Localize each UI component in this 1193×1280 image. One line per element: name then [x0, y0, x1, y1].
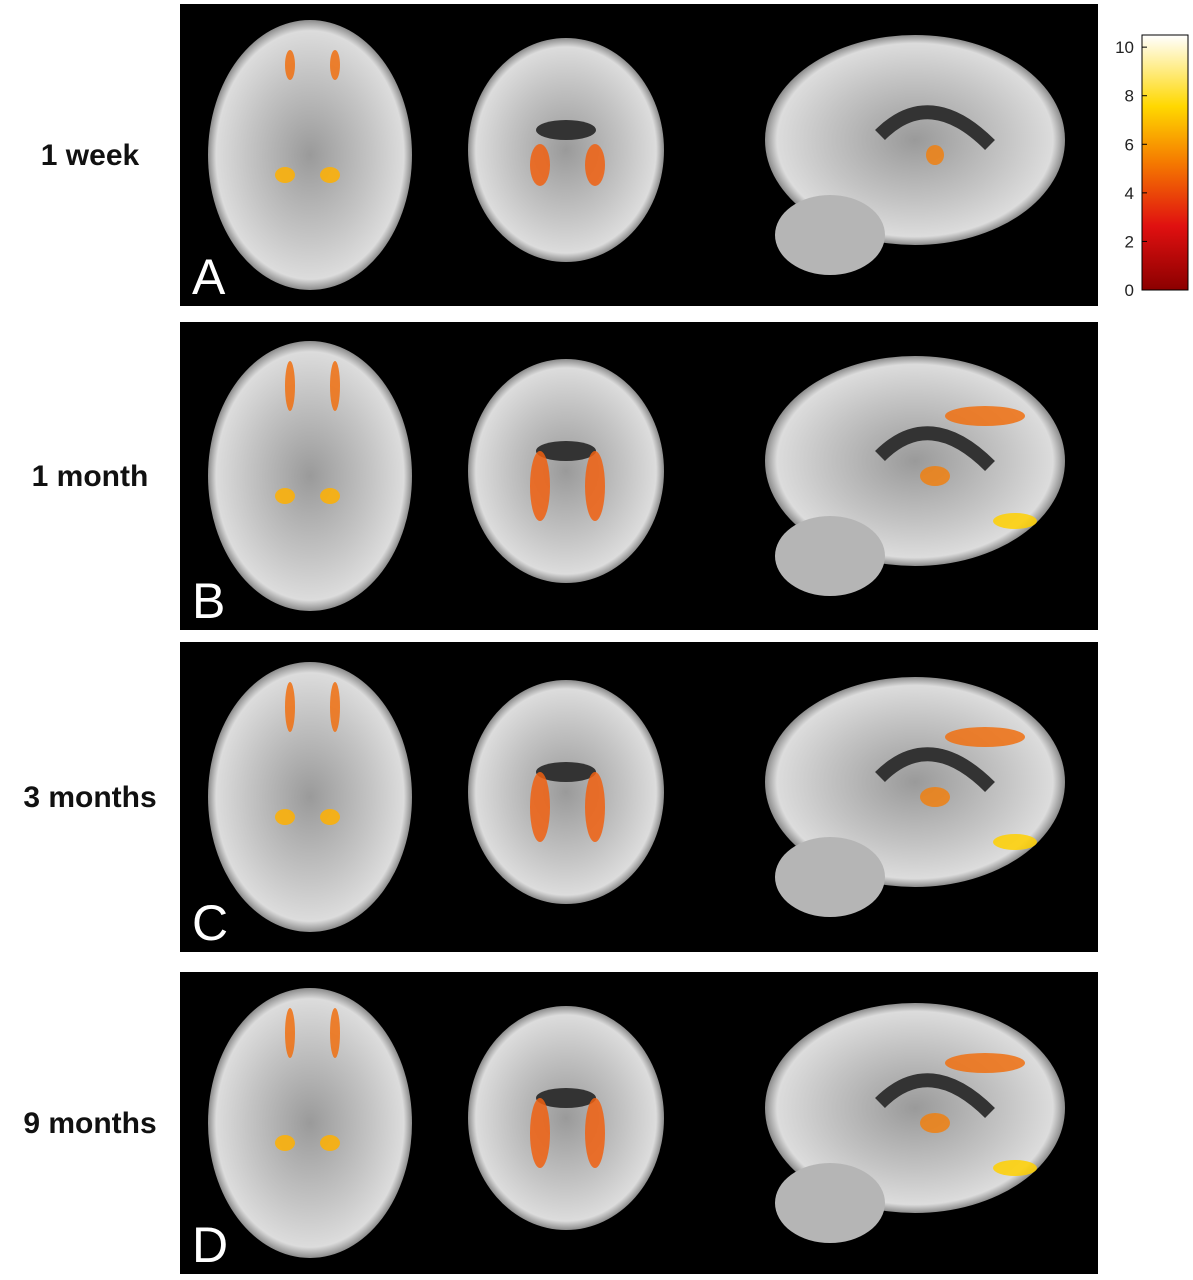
ventricle — [536, 441, 596, 461]
activation — [530, 772, 550, 842]
activation — [920, 1113, 950, 1133]
row-label: 3 months — [23, 781, 156, 814]
activation — [585, 772, 605, 842]
colorbar-tick-label: 4 — [1125, 184, 1134, 203]
panel: 1 month B — [32, 322, 1098, 630]
axial-slice — [208, 662, 412, 932]
activation — [330, 682, 340, 732]
activation — [530, 451, 550, 521]
axial-slice — [208, 20, 412, 290]
activation — [320, 1135, 340, 1151]
activation — [275, 809, 295, 825]
activation — [920, 466, 950, 486]
panel: 1 week A — [41, 4, 1098, 306]
activation — [330, 361, 340, 411]
activation — [926, 145, 944, 165]
coronal-slice — [468, 38, 664, 262]
activation — [320, 488, 340, 504]
activation — [945, 727, 1025, 747]
activation — [275, 167, 295, 183]
activation — [585, 1098, 605, 1168]
corpus-callosum — [875, 747, 995, 793]
cerebellum — [775, 837, 885, 917]
panels: 1 week A 1 month B 3 months C 9 months D — [23, 4, 1098, 1274]
colorbar: 0 2 4 6 8 10 — [1115, 34, 1189, 300]
panel-letter: C — [192, 895, 228, 951]
row-label: 1 month — [32, 460, 149, 493]
colorbar-gradient — [1141, 34, 1189, 291]
activation — [275, 1135, 295, 1151]
panel-letter: A — [192, 249, 226, 305]
activation — [993, 834, 1037, 850]
activation — [993, 513, 1037, 529]
colorbar-tick-label: 2 — [1125, 232, 1134, 251]
colorbar-tick-label: 8 — [1125, 87, 1134, 106]
row-label: 1 week — [41, 139, 140, 172]
activation — [285, 1008, 295, 1058]
corpus-callosum — [875, 1073, 995, 1119]
colorbar-tick-label: 6 — [1125, 135, 1134, 154]
coronal-slice — [468, 1006, 664, 1230]
activation — [330, 50, 340, 80]
activation — [330, 1008, 340, 1058]
sagittal-slice — [765, 35, 1065, 245]
row-label: 9 months — [23, 1107, 156, 1140]
activation — [285, 682, 295, 732]
activation — [320, 809, 340, 825]
ventricle — [536, 762, 596, 782]
panel: 9 months D — [23, 972, 1098, 1274]
panel-letter: D — [192, 1217, 228, 1273]
activation — [285, 361, 295, 411]
activation — [945, 406, 1025, 426]
activation — [993, 1160, 1037, 1176]
axial-slice — [208, 988, 412, 1258]
activation — [320, 167, 340, 183]
colorbar-tick-label: 10 — [1115, 38, 1134, 57]
corpus-callosum — [875, 105, 995, 151]
panel-letter: B — [192, 573, 225, 629]
activation — [530, 1098, 550, 1168]
activation — [530, 144, 550, 186]
activation — [275, 488, 295, 504]
cerebellum — [775, 195, 885, 275]
coronal-slice — [468, 680, 664, 904]
cerebellum — [775, 516, 885, 596]
corpus-callosum — [875, 426, 995, 472]
ventricle — [536, 1088, 596, 1108]
activation — [945, 1053, 1025, 1073]
panel: 3 months C — [23, 642, 1098, 952]
axial-slice — [208, 341, 412, 611]
colorbar-tick-label: 0 — [1125, 281, 1134, 300]
activation — [285, 50, 295, 80]
activation — [920, 787, 950, 807]
cerebellum — [775, 1163, 885, 1243]
coronal-slice — [468, 359, 664, 583]
ventricle — [536, 120, 596, 140]
activation — [585, 451, 605, 521]
activation — [585, 144, 605, 186]
